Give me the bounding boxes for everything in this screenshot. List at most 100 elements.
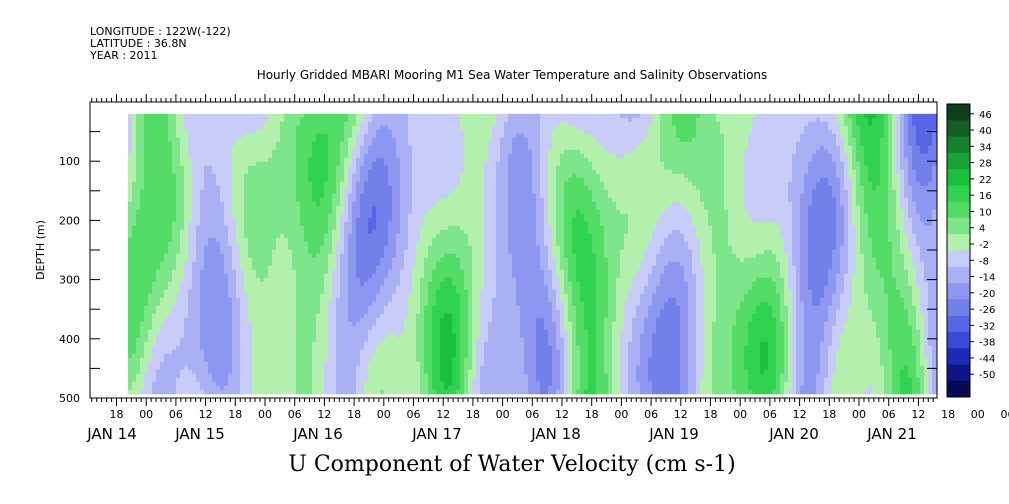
heatmap-cell (344, 121, 349, 127)
heatmap-cell (408, 217, 413, 223)
heatmap-cell (160, 221, 165, 227)
heatmap-cell (212, 305, 217, 311)
heatmap-cell (228, 269, 233, 275)
heatmap-cell (272, 241, 277, 247)
heatmap-cell (324, 221, 329, 227)
heatmap-cell (336, 373, 341, 379)
heatmap-cell (216, 193, 221, 199)
heatmap-cell (400, 381, 405, 387)
heatmap-cell (148, 253, 153, 259)
heatmap-cell (296, 141, 301, 147)
heatmap-cell (376, 333, 381, 339)
heatmap-cell (224, 125, 229, 131)
heatmap-cell (148, 209, 153, 215)
heatmap-cell (260, 181, 265, 187)
heatmap-cell (148, 389, 153, 395)
heatmap-cell (292, 181, 297, 187)
heatmap-cell (232, 233, 237, 239)
heatmap-cell (332, 317, 337, 323)
heatmap-cell (332, 213, 337, 219)
heatmap-cell (344, 241, 349, 247)
heatmap-cell (224, 149, 229, 155)
heatmap-cell (208, 225, 213, 231)
heatmap-cell (324, 209, 329, 215)
heatmap-cell (372, 365, 377, 371)
heatmap-cell (348, 301, 353, 307)
heatmap-cell (340, 353, 345, 359)
heatmap-cell (132, 345, 137, 351)
heatmap-cell (248, 117, 253, 123)
heatmap-cell (280, 177, 285, 183)
heatmap-cell (196, 193, 201, 199)
heatmap-cell (284, 237, 289, 243)
heatmap-cell (324, 117, 329, 123)
heatmap-cell (236, 133, 241, 139)
heatmap-cell (340, 177, 345, 183)
heatmap-cell (204, 193, 209, 199)
heatmap-cell (240, 141, 245, 147)
heatmap-cell (176, 233, 181, 239)
heatmap-cell (232, 137, 237, 143)
heatmap-cell (296, 333, 301, 339)
heatmap-cell (396, 333, 401, 339)
heatmap-cell (280, 305, 285, 311)
heatmap-cell (204, 377, 209, 383)
heatmap-cell (376, 357, 381, 363)
heatmap-cell (264, 289, 269, 295)
heatmap-cell (312, 177, 317, 183)
heatmap-cell (356, 301, 361, 307)
heatmap-cell (364, 241, 369, 247)
heatmap-cell (280, 297, 285, 303)
heatmap-cell (336, 201, 341, 207)
heatmap-cell (380, 189, 385, 195)
heatmap-cell (200, 241, 205, 247)
heatmap-cell (136, 133, 141, 139)
heatmap-cell (176, 129, 181, 135)
heatmap-cell (216, 161, 221, 167)
heatmap-cell (388, 169, 393, 175)
heatmap-cell (164, 153, 169, 159)
heatmap-cell (372, 329, 377, 335)
heatmap-cell (308, 137, 313, 143)
heatmap-cell (140, 377, 145, 383)
heatmap-cell (248, 277, 253, 283)
heatmap-cell (152, 293, 157, 299)
heatmap-cell (396, 149, 401, 155)
heatmap-cell (188, 385, 193, 391)
heatmap-cell (200, 373, 205, 379)
heatmap-cell (160, 341, 165, 347)
heatmap-cell (248, 249, 253, 255)
heatmap-cell (148, 189, 153, 195)
heatmap-cell (260, 201, 265, 207)
heatmap-cell (320, 297, 325, 303)
heatmap-cell (148, 277, 153, 283)
heatmap-cell (396, 141, 401, 147)
heatmap-cell (336, 121, 341, 127)
heatmap-cell (340, 289, 345, 295)
heatmap-cell (400, 321, 405, 327)
heatmap-cell (360, 353, 365, 359)
heatmap-cell (292, 121, 297, 127)
heatmap-cell (308, 133, 313, 139)
heatmap-cell (160, 285, 165, 291)
heatmap-cell (272, 257, 277, 263)
heatmap-cell (396, 365, 401, 371)
heatmap-cell (176, 205, 181, 211)
heatmap-cell (208, 285, 213, 291)
heatmap-cell (160, 257, 165, 263)
heatmap-cell (316, 113, 321, 119)
heatmap-cell (224, 229, 229, 235)
heatmap-cell (336, 385, 341, 391)
heatmap-cell (152, 153, 157, 159)
heatmap-cell (396, 269, 401, 275)
heatmap-cell (364, 273, 369, 279)
heatmap-cell (232, 337, 237, 343)
heatmap-cell (288, 269, 293, 275)
heatmap-cell (336, 317, 341, 323)
heatmap-cell (164, 117, 169, 123)
heatmap-cell (360, 257, 365, 263)
heatmap-cell (360, 309, 365, 315)
heatmap-cell (340, 325, 345, 331)
heatmap-cell (280, 129, 285, 135)
heatmap-cell (136, 169, 141, 175)
